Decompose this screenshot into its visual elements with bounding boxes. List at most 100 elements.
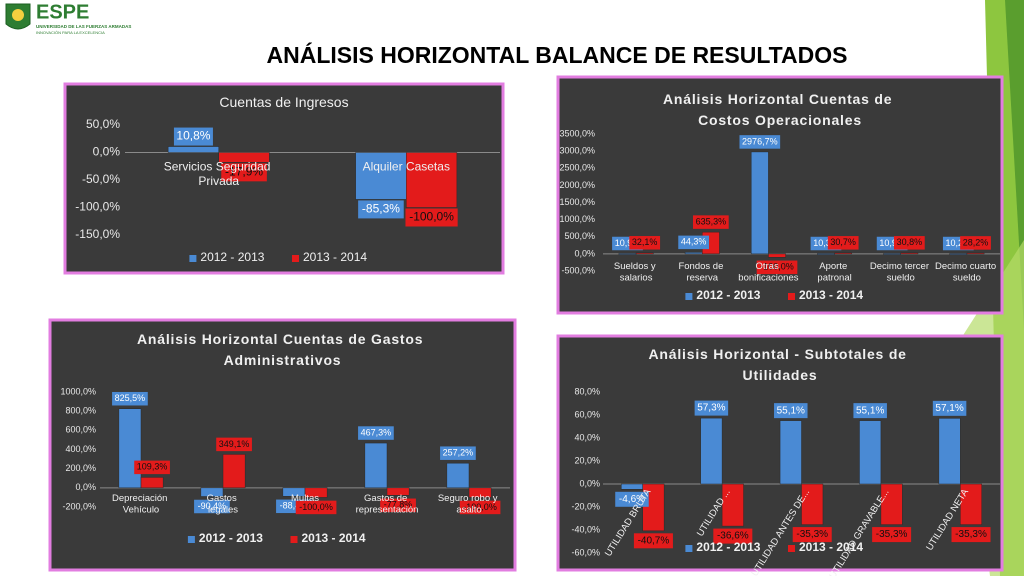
value-label-box	[951, 527, 991, 543]
value-label-box	[380, 498, 416, 513]
text-line: salarios	[620, 272, 653, 283]
bar	[966, 252, 985, 255]
value-label-box	[756, 260, 798, 275]
value-label: 467,3%	[361, 427, 392, 437]
bar	[721, 483, 744, 527]
y-tick-label: 1000,0%	[559, 214, 595, 224]
text-line: sueldo	[887, 272, 915, 283]
legend-label: 2013 - 2014	[302, 531, 366, 545]
text-line: Privada	[198, 174, 239, 188]
value-label: -35,3%	[876, 529, 908, 540]
x-tick-label: Otras bonificaciones	[738, 261, 798, 283]
value-label-box	[827, 236, 859, 250]
legend-label: 2012 - 2013	[199, 531, 263, 545]
y-tick-label: 200,0%	[65, 463, 96, 473]
bar	[817, 253, 835, 255]
value-label-box	[194, 499, 230, 514]
text-line: bonificaciones	[738, 272, 798, 283]
value-label: -36,6%	[717, 531, 749, 542]
value-label: -100,0%	[409, 210, 454, 224]
logo-university: UNIVERSIDAD DE LAS FUERZAS ARMADAS	[36, 24, 131, 29]
value-label: 57,1%	[935, 403, 963, 414]
x-tick-label: Gastos legales	[207, 493, 240, 515]
y-tick-label: 600,0%	[65, 425, 96, 435]
bar	[200, 487, 224, 497]
value-label: -4,6%	[619, 494, 645, 505]
value-label: -17,9%	[225, 165, 263, 179]
bar	[900, 252, 919, 255]
value-label-box	[221, 163, 267, 182]
bar	[859, 420, 882, 485]
text-line: Vehículo	[123, 504, 159, 515]
chart-title: Cuentas de Ingresos	[219, 94, 348, 110]
value-label-box	[713, 528, 753, 544]
value-label: 57,3%	[697, 403, 725, 414]
bar	[222, 454, 246, 489]
value-label: 30,8%	[897, 237, 923, 247]
y-tick-label: -500,0%	[561, 265, 595, 275]
logo-emblem	[12, 9, 24, 21]
text-line: Costos Operacionales	[698, 112, 862, 128]
text-line: Análisis Horizontal - Subtotales de	[649, 346, 912, 362]
value-label-box	[694, 400, 729, 416]
value-label: 10,2%	[946, 238, 972, 248]
y-tick-label: -20,0%	[571, 501, 600, 511]
text-line: sueldo	[953, 272, 981, 283]
text-line: Multas	[291, 493, 319, 504]
bar	[949, 253, 968, 255]
text-line: Análisis Horizontal Cuentas de Gastos	[137, 331, 428, 347]
y-tick-label: 1000,0%	[60, 386, 96, 396]
bar	[635, 252, 654, 255]
value-label: -100,0%	[299, 502, 333, 512]
x-tick-label: Decimo cuarto sueldo	[935, 261, 999, 283]
x-tick-label: Multas	[291, 493, 319, 504]
text-line: Decimo cuarto	[935, 261, 999, 272]
bar	[750, 151, 769, 255]
legend-label: 2013 - 2014	[303, 250, 367, 264]
y-tick-label: -60,0%	[571, 547, 600, 557]
value-label: -40,7%	[638, 535, 670, 546]
y-tick-label: 2500,0%	[559, 163, 595, 173]
value-label-box	[678, 235, 710, 250]
bar	[304, 487, 328, 498]
value-label: 109,3%	[137, 462, 168, 472]
text-line: Cuentas de Ingresos	[219, 94, 348, 110]
y-tick-label: 0,0%	[579, 478, 600, 488]
value-label-box	[633, 533, 673, 549]
text-line: representación	[356, 504, 419, 515]
text-line: Servicios Seguridad	[164, 160, 274, 174]
value-label-box	[358, 426, 394, 440]
text-line: Otras	[755, 261, 781, 272]
text-line: Depreciación	[112, 493, 170, 504]
bar	[618, 253, 637, 255]
bar	[364, 442, 388, 489]
bar	[167, 146, 219, 153]
value-label: 635,3%	[696, 216, 727, 226]
x-tick-label: Sueldos y salarios	[614, 261, 658, 283]
x-tick-label: Gastos de representación	[356, 493, 419, 515]
text-line: legales	[208, 504, 238, 515]
y-tick-label: 0,0%	[75, 482, 96, 492]
bar	[118, 408, 142, 489]
value-label: -88,4%	[280, 501, 309, 511]
value-label-box	[893, 236, 925, 250]
text-line: Fondos de	[678, 261, 726, 272]
bar	[880, 483, 903, 525]
bar	[938, 418, 961, 485]
bar	[834, 252, 853, 255]
value-label-box	[792, 527, 832, 543]
bar	[386, 487, 410, 496]
value-label: -100,0%	[760, 262, 794, 272]
chart-title: Análisis Horizontal Cuentas de Costos Op…	[663, 91, 897, 128]
y-tick-label: 400,0%	[65, 444, 96, 454]
value-label: -35,3%	[955, 529, 987, 540]
bar	[355, 152, 407, 200]
legend-marker	[788, 293, 795, 300]
y-tick-label: 0,0%	[93, 145, 121, 159]
x-tick-label: Decimo tercer sueldo	[870, 261, 932, 283]
value-label: 44,3%	[681, 237, 707, 247]
bar	[621, 483, 643, 490]
text-line: Gastos	[207, 493, 240, 504]
